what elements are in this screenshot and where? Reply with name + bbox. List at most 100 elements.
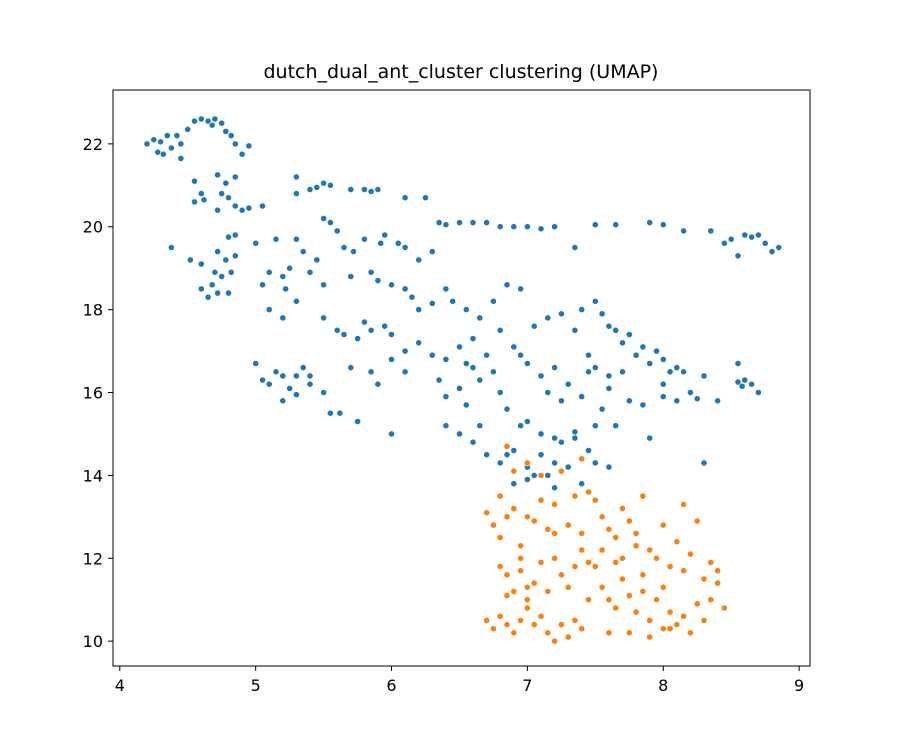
scatter-point-series-0 <box>367 268 375 276</box>
scatter-point-series-0 <box>191 198 198 206</box>
scatter-point-series-0 <box>204 117 212 125</box>
scatter-point-series-1 <box>510 467 518 475</box>
scatter-point-series-1 <box>530 621 538 628</box>
x-axis: 4 5 6 7 8 9 <box>115 666 804 695</box>
scatter-point-series-0 <box>496 326 504 334</box>
scatter-point-series-1 <box>544 588 552 595</box>
scatter-point-series-1 <box>632 530 640 537</box>
scatter-point-series-0 <box>483 451 490 459</box>
scatter-point-series-0 <box>571 428 579 436</box>
scatter-point-series-0 <box>578 306 586 313</box>
scatter-point-series-0 <box>571 434 579 442</box>
scatter-point-series-0 <box>320 314 327 322</box>
scatter-point-series-1 <box>653 554 660 562</box>
scatter-point-series-0 <box>578 393 586 400</box>
scatter-point-series-0 <box>320 215 327 222</box>
scatter-point-series-1 <box>558 467 565 475</box>
scatter-point-series-0 <box>333 227 341 235</box>
scatter-point-series-0 <box>530 471 538 479</box>
scatter-point-series-1 <box>524 583 531 591</box>
scatter-point-series-0 <box>734 252 742 260</box>
scatter-point-series-0 <box>186 256 194 264</box>
scatter-point-series-0 <box>714 397 721 405</box>
scatter-point-series-0 <box>646 434 654 442</box>
scatter-point-series-0 <box>360 186 368 193</box>
scatter-point-series-0 <box>476 314 484 322</box>
scatter-point-series-0 <box>639 343 647 351</box>
scatter-point-series-1 <box>612 604 620 612</box>
scatter-point-series-0 <box>306 380 314 388</box>
scatter-point-series-0 <box>415 306 423 313</box>
scatter-point-series-0 <box>292 235 300 243</box>
x-tick-label: 7 <box>522 676 532 695</box>
scatter-point-series-0 <box>537 430 545 438</box>
scatter-point-series-1 <box>517 542 524 550</box>
scatter-point-series-0 <box>377 239 385 247</box>
scatter-point-series-0 <box>313 183 321 191</box>
scatter-point-series-0 <box>173 132 181 139</box>
scatter-point-series-0 <box>428 351 436 359</box>
scatter-point-series-0 <box>231 140 239 148</box>
scatter-point-series-0 <box>225 233 232 241</box>
scatter-point-series-0 <box>564 463 572 471</box>
scatter-point-series-1 <box>605 596 613 604</box>
scatter-point-series-0 <box>591 422 599 430</box>
data-points <box>143 115 783 645</box>
scatter-point-series-0 <box>680 227 687 235</box>
scatter-point-series-0 <box>537 372 545 380</box>
scatter-point-series-0 <box>442 285 450 293</box>
scatter-point-series-1 <box>551 500 558 508</box>
scatter-point-series-1 <box>591 563 599 570</box>
scatter-point-series-0 <box>551 434 558 442</box>
scatter-point-series-0 <box>639 401 647 409</box>
scatter-point-series-0 <box>214 289 221 297</box>
scatter-point-series-1 <box>537 559 545 566</box>
scatter-point-series-0 <box>367 326 375 334</box>
scatter-point-series-0 <box>381 231 389 239</box>
scatter-point-series-0 <box>510 447 518 454</box>
scatter-point-series-0 <box>222 179 230 187</box>
scatter-point-series-1 <box>619 554 626 562</box>
scatter-point-series-0 <box>659 380 667 388</box>
scatter-point-series-0 <box>222 127 230 135</box>
scatter-point-series-1 <box>503 621 511 628</box>
scatter-point-series-0 <box>197 115 205 123</box>
scatter-point-series-1 <box>612 559 620 566</box>
scatter-point-series-1 <box>707 596 715 604</box>
scatter-point-series-0 <box>265 380 273 388</box>
y-tick-label: 14 <box>83 466 103 485</box>
scatter-point-series-0 <box>306 268 314 276</box>
scatter-point-series-0 <box>510 223 518 231</box>
scatter-point-series-0 <box>157 138 164 146</box>
scatter-point-series-0 <box>456 343 463 351</box>
scatter-point-series-1 <box>687 629 694 637</box>
scatter-point-series-0 <box>259 281 266 289</box>
scatter-point-series-0 <box>347 186 355 193</box>
scatter-point-series-0 <box>503 281 511 289</box>
scatter-point-series-0 <box>551 459 558 467</box>
scatter-point-series-0 <box>306 186 314 193</box>
scatter-point-series-0 <box>687 389 694 396</box>
scatter-point-series-0 <box>653 347 660 355</box>
y-tick-label: 20 <box>83 218 103 237</box>
scatter-point-series-0 <box>367 188 375 195</box>
scatter-point-series-0 <box>734 378 742 386</box>
scatter-point-series-0 <box>231 252 239 260</box>
scatter-point-series-1 <box>496 612 504 620</box>
scatter-point-series-0 <box>510 480 518 488</box>
scatter-point-series-0 <box>292 297 300 305</box>
scatter-point-series-1 <box>619 505 626 512</box>
scatter-point-series-0 <box>496 389 504 396</box>
scatter-point-series-0 <box>279 397 287 405</box>
scatter-point-series-0 <box>214 248 221 255</box>
scatter-point-series-0 <box>591 221 599 229</box>
scatter-point-series-0 <box>544 314 552 322</box>
scatter-point-series-0 <box>225 194 232 202</box>
scatter-point-series-0 <box>462 360 470 367</box>
scatter-point-series-0 <box>272 368 280 376</box>
scatter-point-series-1 <box>503 513 511 521</box>
scatter-point-series-0 <box>197 260 205 268</box>
scatter-point-series-0 <box>700 459 708 467</box>
scatter-point-series-0 <box>551 223 558 231</box>
scatter-point-series-0 <box>177 140 185 148</box>
